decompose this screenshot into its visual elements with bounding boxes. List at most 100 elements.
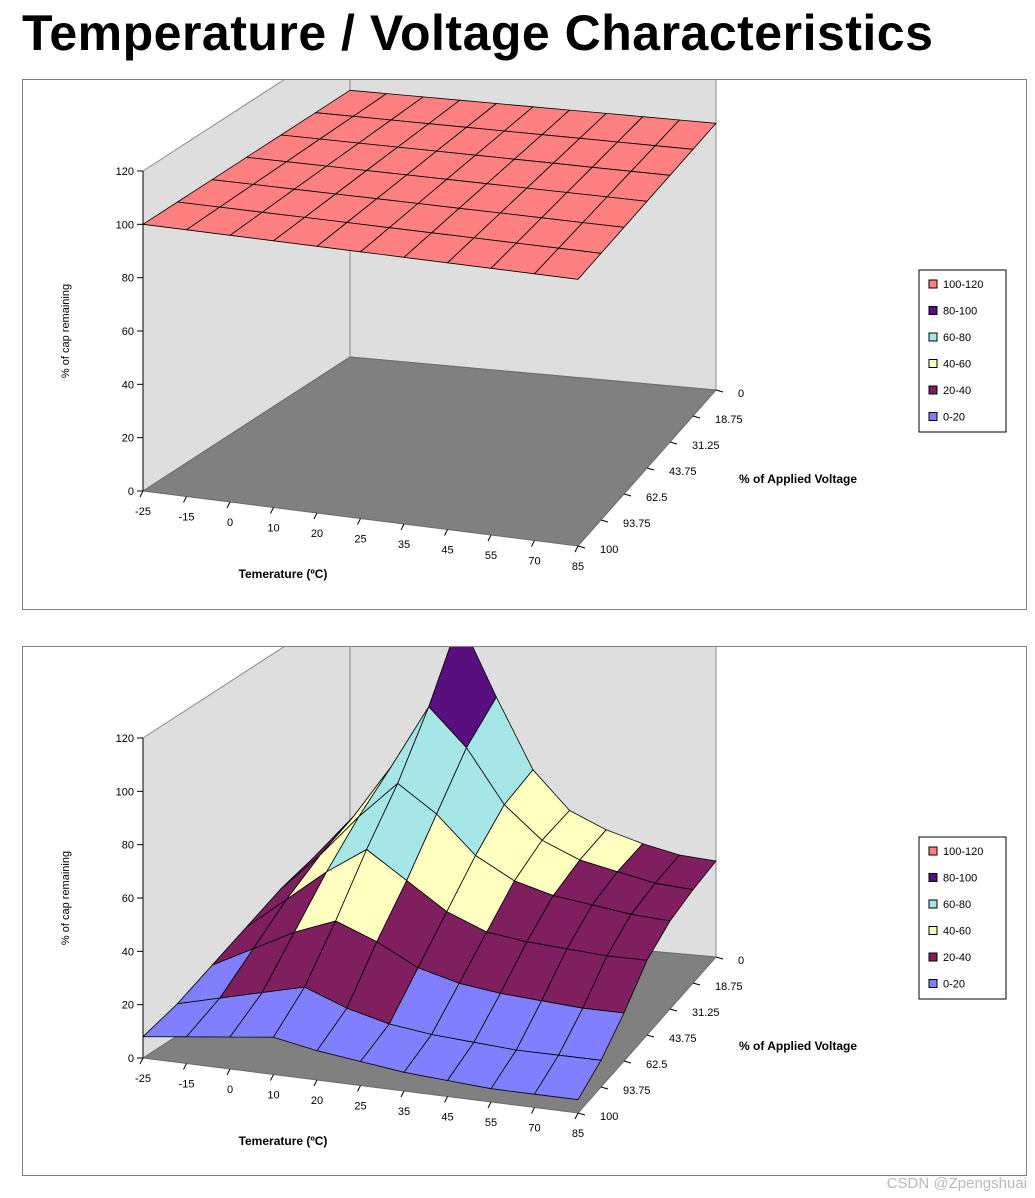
legend-label: 80-100 [943,306,977,318]
y-tick-label: 20 [122,1000,134,1012]
legend-label: 40-60 [943,926,971,938]
surface-mesh [142,647,717,1101]
x-axis-title: Temerature (ºC) [239,1134,328,1148]
depth-tick-label: 100 [600,544,618,556]
depth-tick-label: 100 [600,1111,618,1123]
depth-tick [600,1086,609,1090]
x-tick [226,1068,231,1076]
x-tick-label: -15 [179,512,195,524]
x-tick-label: 35 [398,539,410,551]
depth-tick [623,1060,632,1064]
surface-mesh [142,89,717,280]
x-tick [574,1112,579,1120]
x-tick-label: -25 [135,506,151,518]
chart-panel-2: 0 20 40 60 80 100 120% of cap remaining -25 -15 0… [22,646,1027,1176]
y-tick-label: 100 [116,786,134,798]
depth-tick [715,956,724,960]
legend-label: 60-80 [943,899,971,911]
chart-panel-1: 0 20 40 60 80 100 120 % of cap remaining -25 -15 0… [22,79,1027,610]
y-tick-label: 60 [122,326,134,338]
x-tick [183,496,187,503]
legend-label: 0-20 [943,979,965,991]
depth-tick-label: 43.75 [669,1033,697,1045]
x-tick-label: 25 [354,534,366,546]
surface-chart-1: 0 20 40 60 80 100 120 % of cap remaining -25 -15 0… [60,80,1007,581]
legend-swatch [928,979,938,988]
depth-tick [646,1034,655,1038]
legend-label: 100-120 [943,846,983,858]
watermark: CSDN @Zpengshuai [886,1175,1027,1192]
x-tick-label: 55 [485,1117,497,1129]
legend: 100-120 80-100 60-80 40-60 20-40 0-20 [918,836,1007,1000]
depth-tick [669,441,678,445]
legend-box [918,269,1007,433]
legend-swatch [928,412,938,421]
x-tick-label: 55 [485,550,497,562]
x-tick-label: 10 [267,523,279,535]
x-tick [574,545,579,553]
y-tick-label: 120 [116,733,134,745]
x-tick [400,1090,405,1098]
x-tick-label: -15 [179,1079,195,1091]
depth-axis-title: % of Applied Voltage [739,1039,857,1053]
x-tick-label: 20 [311,528,323,540]
x-tick-label: 25 [354,1101,366,1113]
x-tick-label: 45 [441,545,453,557]
legend-box [918,836,1007,1000]
y-tick-label: 40 [122,946,134,958]
legend: 100-120 80-100 60-80 40-60 20-40 0-20 [918,269,1007,433]
x-tick-label: 85 [572,1128,584,1140]
depth-tick [623,493,632,497]
legend-label: 0-20 [943,412,965,424]
depth-tick [669,1008,678,1012]
x-tick [531,1107,535,1114]
x-tick-label: 70 [528,556,540,568]
y-tick-label: 80 [122,840,134,852]
depth-tick-label: 62.5 [646,1059,667,1071]
legend-swatch [928,952,938,962]
x-tick [531,540,535,547]
legend-label: 40-60 [943,359,971,371]
x-tick-label: 20 [311,1095,323,1107]
x-tick [487,1101,492,1109]
x-tick [313,512,318,520]
y-axis-title: % of cap remaining [60,851,72,945]
depth-tick [577,545,586,549]
depth-tick-label: 0 [738,955,744,967]
x-axis-title: Temerature (ºC) [239,567,328,581]
depth-tick [600,519,609,523]
y-tick-label: 80 [122,273,134,285]
x-tick [357,518,361,525]
depth-tick-label: 0 [738,388,744,400]
depth-tick-label: 93.75 [623,518,651,530]
legend-swatch [928,359,938,368]
y-tick-label: 120 [116,166,134,178]
y-tick-label: 0 [128,1053,134,1065]
depth-tick-label: 31.25 [692,1007,720,1019]
y-tick-label: 40 [122,379,134,391]
legend-swatch [928,306,938,315]
legend-swatch [928,846,938,856]
legend-swatch [928,873,938,882]
depth-tick [692,415,701,419]
x-tick [487,534,492,542]
x-tick [444,529,448,536]
x-tick-label: 0 [227,1084,233,1096]
y-tick-label: 100 [116,219,134,231]
depth-tick-label: 93.75 [623,1085,651,1097]
x-tick-label: 45 [441,1112,453,1124]
depth-tick-label: 18.75 [715,414,743,426]
x-tick [400,523,405,531]
legend-label: 20-40 [943,952,971,964]
depth-tick [692,982,701,986]
legend-swatch [928,926,938,935]
x-tick [313,1079,318,1087]
depth-tick [577,1112,586,1116]
legend-swatch [928,332,938,342]
x-tick-label: 35 [398,1106,410,1118]
depth-tick-label: 43.75 [669,466,697,478]
surface-cell [534,1054,602,1101]
y-axis-title: % of cap remaining [60,284,72,378]
depth-axis-title: % of Applied Voltage [739,472,857,486]
depth-tick-label: 18.75 [715,981,743,993]
